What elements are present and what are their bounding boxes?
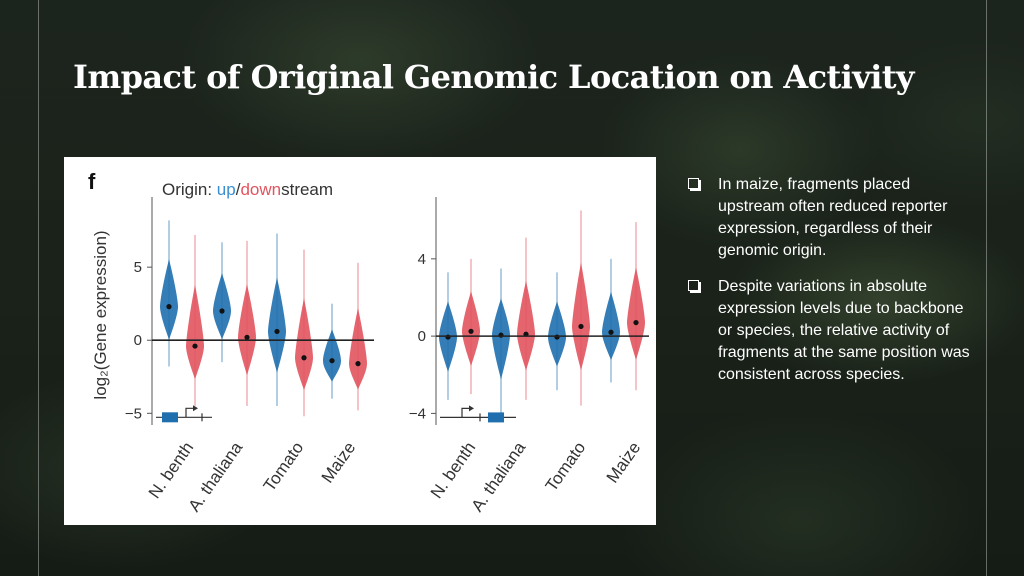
y-tick-label: −5 <box>125 405 142 422</box>
violin-body-up <box>213 273 231 340</box>
checkbox-bullet-icon <box>688 178 699 189</box>
median-dot <box>244 334 250 340</box>
promoter-arrowhead <box>469 405 474 412</box>
median-dot <box>554 334 560 340</box>
construct-promoter-upstream-icon <box>156 405 212 423</box>
median-dot <box>329 358 335 364</box>
figure-panel: f Origin: up/downstream −5 0 5 log₂(Gene ex… <box>64 157 656 525</box>
median-dot <box>301 355 307 361</box>
median-dot <box>608 329 614 335</box>
y-axis-label: log₂(Gene expression) <box>91 230 110 399</box>
bullet-text: In maize, fragments placed upstream ofte… <box>718 176 948 259</box>
median-dot <box>633 319 639 326</box>
promoter-arrow <box>461 407 469 418</box>
median-dot <box>192 343 198 349</box>
bullet-text: Despite variations in absolute expressio… <box>718 278 970 383</box>
median-dot <box>166 304 172 310</box>
frame-line-left <box>38 0 39 576</box>
promoter-arrowhead <box>193 405 198 412</box>
construct-promoter-downstream-icon <box>440 405 516 423</box>
violin-figure: f Origin: up/downstream −5 0 5 log₂(Gene ex… <box>88 169 649 515</box>
y-tick-label: −4 <box>409 405 426 422</box>
violin-body-down <box>295 298 313 390</box>
legend-down: down <box>240 180 281 199</box>
category-label: Tomato <box>260 438 308 495</box>
frame-line-right <box>986 0 987 576</box>
legend-suffix: stream <box>281 180 333 199</box>
category-label: N. benth <box>145 438 197 502</box>
violin-body-up <box>548 301 566 367</box>
y-tick-label: 0 <box>134 332 142 349</box>
fragment-box <box>488 412 504 423</box>
violin-body-up <box>268 277 286 373</box>
fragment-box <box>162 412 178 423</box>
median-dot <box>578 323 584 330</box>
violin-body-down <box>238 284 256 376</box>
bullet-item: Despite variations in absolute expressio… <box>688 276 978 386</box>
legend-up: up <box>217 180 236 199</box>
y-tick-label: 4 <box>418 251 426 268</box>
violin-body-down <box>186 284 204 380</box>
y-tick-label: 0 <box>418 328 426 345</box>
violin-body-down <box>517 281 535 371</box>
median-dot <box>274 328 280 335</box>
median-dot <box>498 332 504 338</box>
category-label: Tomato <box>542 438 590 495</box>
bullet-item: In maize, fragments placed upstream ofte… <box>688 174 978 262</box>
legend-title: Origin: up/downstream <box>162 180 333 199</box>
violin-body-down <box>627 267 645 360</box>
median-dot <box>219 308 225 314</box>
category-label: Maize <box>318 438 360 486</box>
violin-body-up <box>602 291 620 360</box>
violin-body-up <box>323 329 341 382</box>
y-tick-label: 5 <box>134 259 142 276</box>
legend-slash: / <box>236 180 241 199</box>
violin-body-up <box>492 298 510 380</box>
median-dot <box>355 361 361 367</box>
slide-title: Impact of Original Genomic Location on A… <box>73 58 915 96</box>
checkbox-bullet-icon <box>688 280 699 291</box>
violin-body-down <box>349 308 367 390</box>
violin-body-up <box>160 259 178 340</box>
bullet-list: In maize, fragments placed upstream ofte… <box>688 174 978 400</box>
legend-prefix: Origin: <box>162 180 217 199</box>
category-label: Maize <box>603 438 645 486</box>
median-dot <box>445 334 451 340</box>
category-label: N. benth <box>427 438 479 502</box>
promoter-arrow <box>185 407 193 418</box>
median-dot <box>468 328 474 334</box>
violin-body-down <box>462 291 480 366</box>
panel-label: f <box>88 169 96 194</box>
violin-body-down <box>572 262 590 371</box>
